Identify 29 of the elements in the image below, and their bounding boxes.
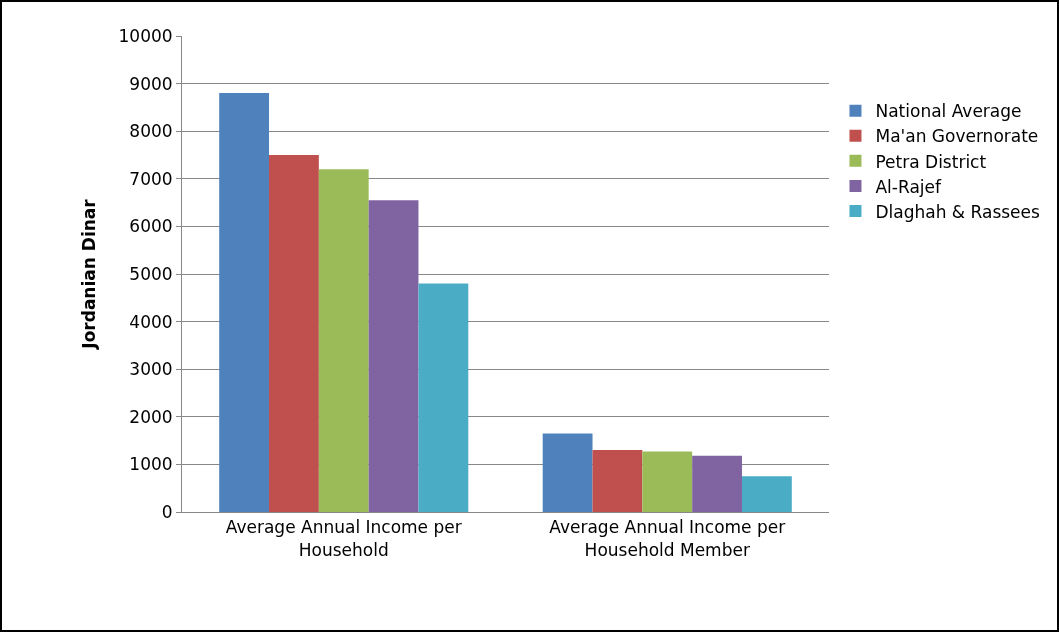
y-tick-label: 7000: [129, 168, 173, 189]
legend-label: Al-Rajef: [875, 176, 942, 197]
bar: [542, 433, 593, 512]
y-axis-title: Jordanian Dinar: [79, 198, 100, 350]
y-tick-label: 0: [161, 501, 173, 522]
legend-label: Dlaghah & Rassees: [875, 201, 1041, 222]
legend-label: Petra District: [875, 151, 987, 172]
bar: [592, 450, 643, 512]
bar: [418, 283, 469, 512]
x-tick-label: Average Annual Income per Household Member: [549, 517, 786, 560]
y-tick-label: 4000: [129, 311, 173, 332]
y-tick-label: 6000: [129, 216, 173, 237]
bar: [219, 93, 270, 512]
bar: [741, 476, 792, 512]
bar: [692, 455, 742, 512]
y-tick-label: 1000: [129, 454, 173, 475]
y-tick-label: 2000: [129, 406, 173, 427]
legend-label: National Average: [875, 101, 1022, 122]
bar: [269, 155, 319, 512]
bar: [368, 200, 419, 512]
y-tick-label: 10000: [118, 25, 173, 46]
bar: [318, 169, 369, 512]
y-tick-label: 3000: [129, 359, 173, 380]
x-tick-label: Average Annual Income per Household: [225, 517, 462, 560]
y-tick-label: 8000: [129, 121, 173, 142]
bar: [642, 451, 693, 512]
y-tick-label: 5000: [129, 263, 173, 284]
y-tick-label: 9000: [129, 73, 173, 94]
legend-label: Ma'an Governorate: [875, 126, 1039, 147]
